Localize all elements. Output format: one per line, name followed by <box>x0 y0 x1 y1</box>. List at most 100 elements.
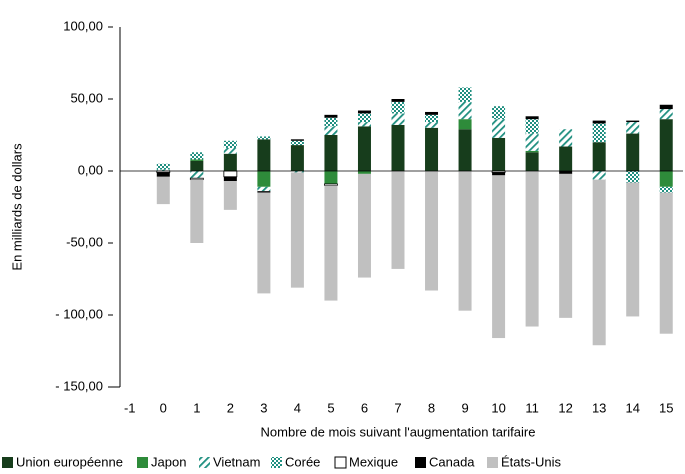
bar-segment <box>592 123 606 143</box>
legend-swatch <box>271 457 282 468</box>
bar-segment <box>290 145 304 171</box>
bar-segment <box>257 136 271 140</box>
y-axis-label: En milliards de dollars <box>9 143 24 271</box>
bar-segment <box>257 192 271 294</box>
bar-segment <box>190 152 204 160</box>
x-tick-label: 5 <box>327 400 334 415</box>
bar-segment <box>458 171 472 311</box>
legend-swatch <box>2 457 13 468</box>
bar-segment <box>357 171 371 174</box>
x-tick-label: 13 <box>592 400 606 415</box>
bar-segment <box>190 160 204 171</box>
bar-segment <box>525 152 539 171</box>
legend-swatch <box>199 457 210 468</box>
x-tick-label: 1 <box>193 400 200 415</box>
bar-segment <box>324 135 338 171</box>
bar-segment <box>458 119 472 130</box>
bar-segment <box>223 176 237 182</box>
bar-segment <box>223 170 238 178</box>
bar-segment <box>626 171 640 183</box>
bar-segment <box>324 117 338 127</box>
bar-segment <box>324 183 338 186</box>
y-tick-label: - 100,00 <box>55 306 103 321</box>
legend-swatch <box>487 457 498 468</box>
bar-segment <box>492 175 506 339</box>
bar-segment <box>626 133 640 171</box>
bar-segment <box>257 186 271 192</box>
bar-segment <box>525 116 539 120</box>
bar-segment <box>492 119 506 138</box>
bar-segment <box>391 101 405 114</box>
bar-segment <box>324 126 338 135</box>
bar-segment <box>458 87 472 102</box>
x-tick-label: 15 <box>659 400 673 415</box>
bar-segment <box>357 122 371 127</box>
legend-label: Canada <box>429 454 475 469</box>
bar-segment <box>324 171 338 184</box>
bar-segment <box>156 163 170 170</box>
y-tick-label: - 150,00 <box>55 378 103 393</box>
bar-segment <box>592 120 606 124</box>
bar-segment <box>156 169 170 171</box>
bar-segment <box>659 192 673 334</box>
bar-segment <box>391 99 405 102</box>
x-tick-label: 3 <box>260 400 267 415</box>
bar-segment <box>525 133 539 151</box>
bar-segment <box>324 185 338 301</box>
bar-segment <box>559 173 573 318</box>
bar-segment <box>525 150 539 153</box>
legend-swatch <box>137 457 148 468</box>
bar-segment <box>425 127 439 171</box>
x-tick-label: -1 <box>124 400 136 415</box>
legend-swatch <box>334 456 347 469</box>
bar-segment <box>525 171 539 327</box>
bar-segment <box>592 142 606 171</box>
x-tick-label: 14 <box>625 400 639 415</box>
legend-swatch <box>415 457 426 468</box>
bar-segment <box>492 106 506 120</box>
bar-segment <box>190 159 204 161</box>
bar-segment <box>559 171 573 174</box>
bar-segment <box>592 171 606 180</box>
bar-segment <box>223 140 237 148</box>
bar-segment <box>357 113 371 123</box>
bar-segment <box>391 171 405 269</box>
bar-segment <box>290 140 304 146</box>
bar-segment <box>425 111 439 115</box>
bar-segment <box>190 171 204 179</box>
x-tick-label: 12 <box>558 400 572 415</box>
bar-segment <box>458 129 472 171</box>
bar-segment <box>626 122 640 134</box>
y-tick-label: 0,00 <box>78 162 103 177</box>
x-tick-label: 4 <box>294 400 301 415</box>
bar-segment <box>257 171 271 187</box>
y-tick-label: 50,00 <box>70 90 103 105</box>
bar-segment <box>290 172 304 288</box>
x-tick-label: 11 <box>525 400 539 415</box>
bar-segment <box>357 173 371 278</box>
x-axis-label: Nombre de mois suivant l'augmentation ta… <box>261 424 536 439</box>
legend-label: Corée <box>285 454 320 469</box>
x-tick-label: 7 <box>394 400 401 415</box>
bar-segment <box>559 146 573 171</box>
bar-segment <box>425 171 439 291</box>
y-tick-label: -50,00 <box>66 234 103 249</box>
bar-segment <box>659 109 673 120</box>
bar-segment <box>592 179 606 346</box>
bar-segment <box>492 137 506 171</box>
bar-segment <box>189 177 204 181</box>
bar-segment <box>425 114 439 123</box>
x-tick-label: 10 <box>491 400 505 415</box>
bar-segment <box>626 182 640 317</box>
bar-segment <box>425 122 439 128</box>
x-tick-label: 2 <box>227 400 234 415</box>
bar-segment <box>290 139 304 141</box>
bar-segment <box>659 186 673 193</box>
legend-label: Vietnam <box>213 454 260 469</box>
bar-segment <box>357 110 371 114</box>
bar-segment <box>223 147 237 154</box>
x-tick-label: 0 <box>160 400 167 415</box>
bar-segment <box>458 101 472 120</box>
legend-label: Union européenne <box>16 454 123 469</box>
